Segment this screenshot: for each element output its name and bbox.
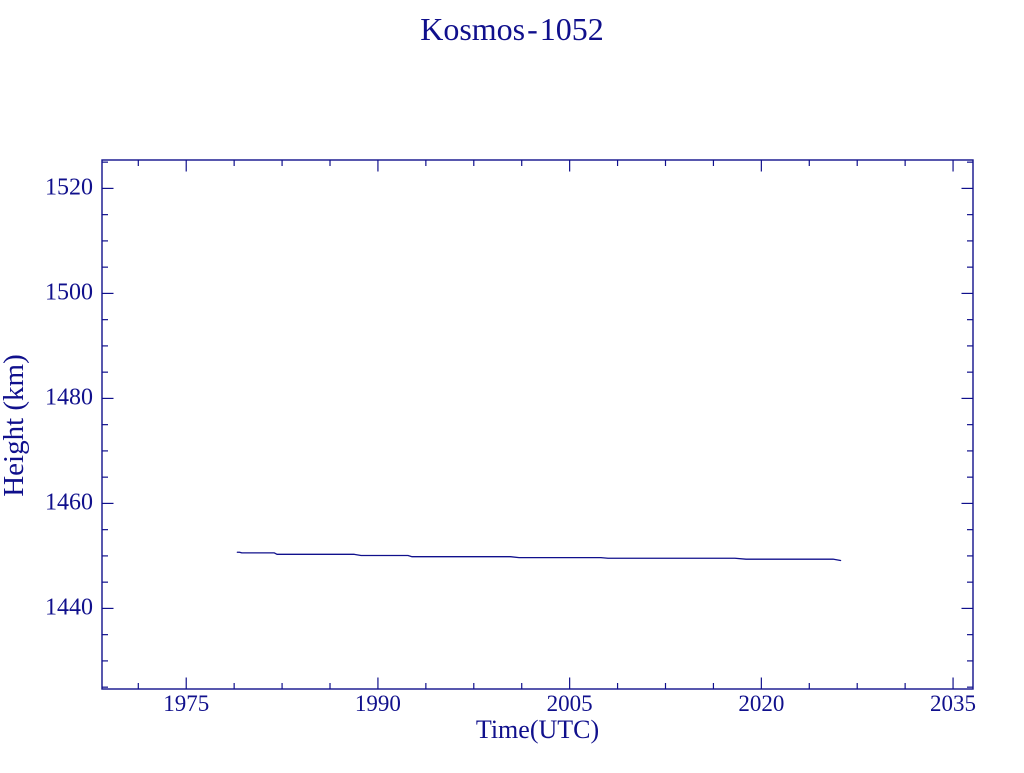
svg-text:2035: 2035 [930, 691, 976, 716]
svg-text:1990: 1990 [355, 691, 401, 716]
svg-text:Time(UTC): Time(UTC) [476, 715, 599, 744]
svg-text:1440: 1440 [45, 594, 93, 620]
svg-text:1975: 1975 [163, 691, 209, 716]
svg-text:1480: 1480 [45, 384, 93, 410]
svg-text:Kosmos-1052: Kosmos-1052 [420, 11, 604, 47]
svg-text:2005: 2005 [547, 691, 593, 716]
svg-text:2020: 2020 [738, 691, 784, 716]
svg-text:1500: 1500 [45, 279, 93, 305]
svg-text:1460: 1460 [45, 489, 93, 515]
svg-text:Height (km): Height (km) [0, 354, 30, 497]
svg-text:1520: 1520 [45, 174, 93, 200]
